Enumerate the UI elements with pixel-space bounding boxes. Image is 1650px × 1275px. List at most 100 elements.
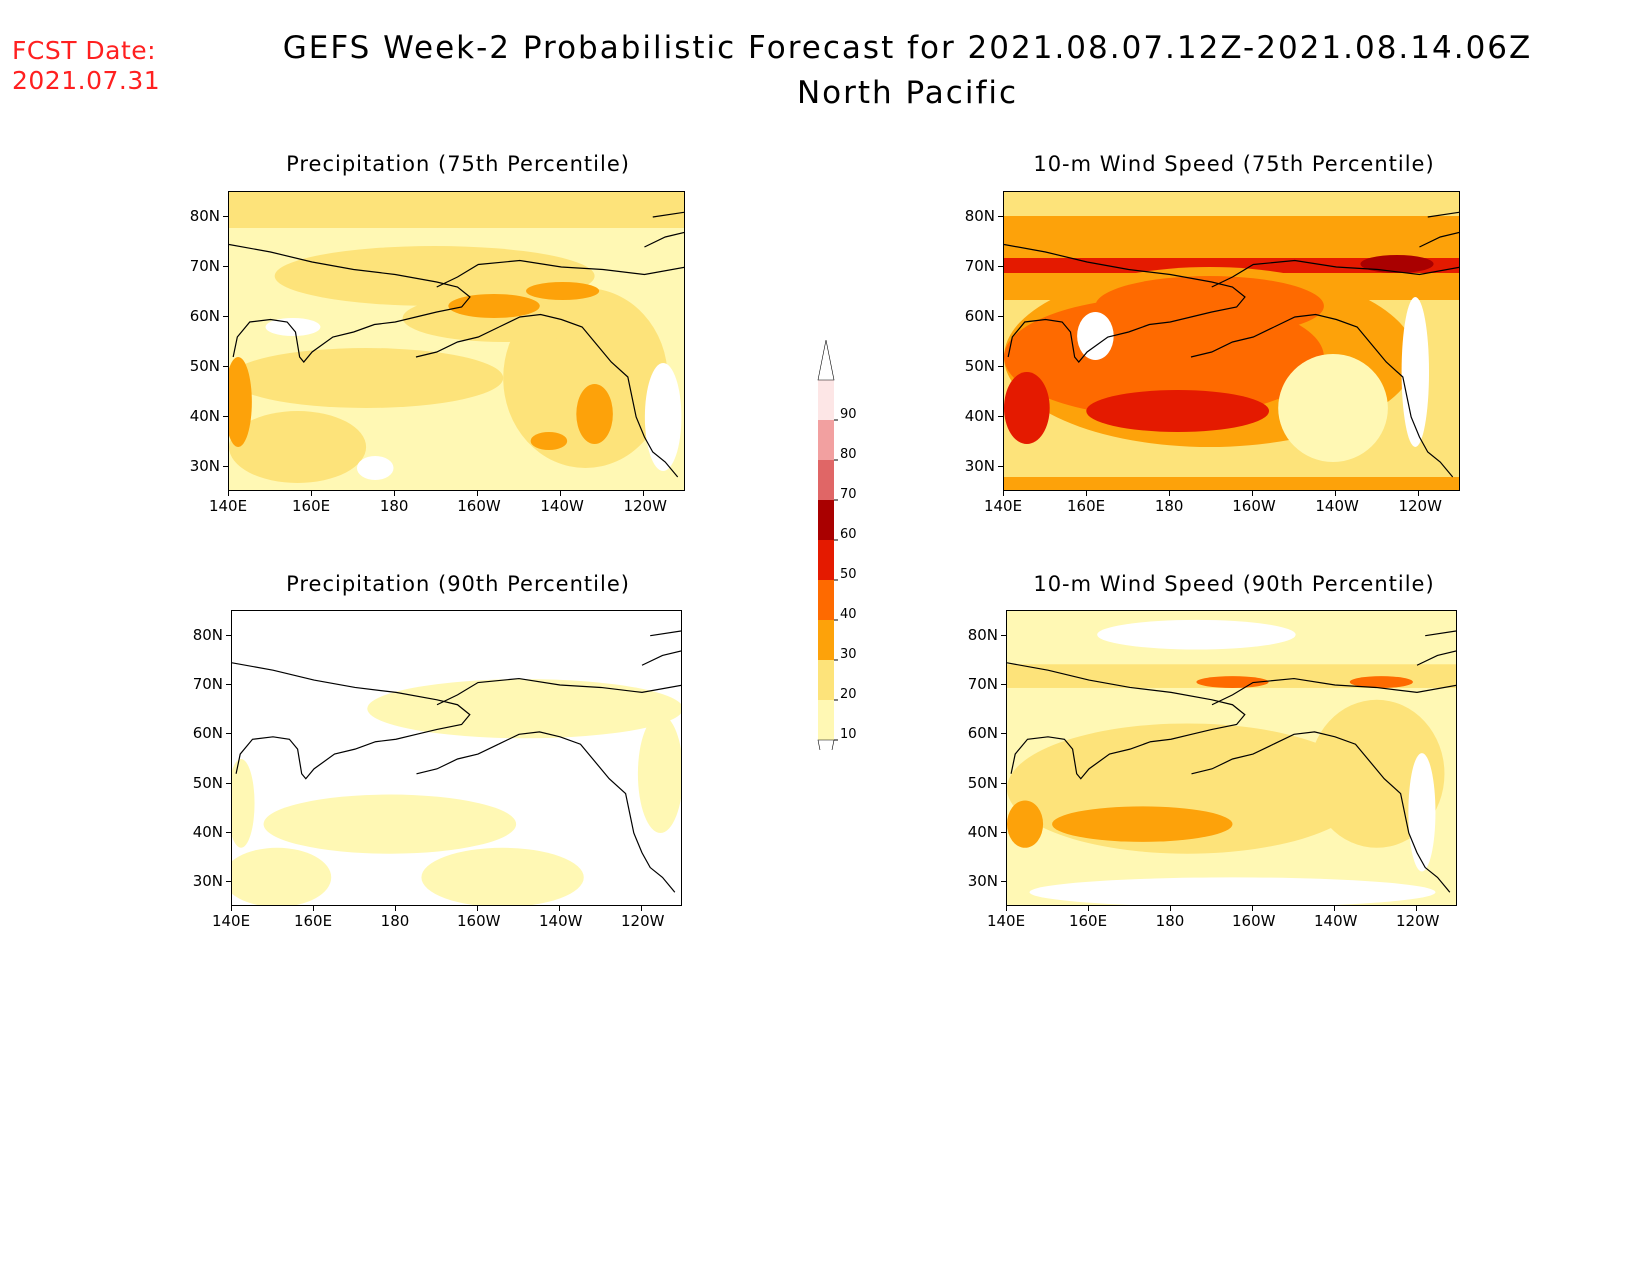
colorbar-top-arrow <box>817 339 835 381</box>
lon-tick-mark <box>394 491 396 496</box>
shade-20-30 <box>229 192 684 228</box>
lon-tick-mark <box>1418 491 1420 496</box>
lon-tick-mark <box>395 906 396 911</box>
lat-tick-label: 60N <box>964 307 995 325</box>
lon-tick-label: 180 <box>1155 912 1185 930</box>
colorbar-bottom-arrow <box>817 739 835 750</box>
region-title: North Pacific <box>796 75 1019 111</box>
precip90-map <box>231 610 682 906</box>
coastline <box>436 259 684 288</box>
colorbar-segment <box>818 500 834 540</box>
colorbar-level-label: 70 <box>840 487 857 502</box>
coastline <box>641 650 681 666</box>
lat-tick-mark <box>226 832 231 833</box>
figure-title: GEFS Week-2 Probabilistic Forecast for 2… <box>282 30 1533 66</box>
shade-40-50 <box>1095 276 1324 336</box>
colorbar-segment <box>818 420 834 460</box>
shade-below-10 <box>1077 312 1114 360</box>
coastline <box>436 677 681 706</box>
lat-tick-mark <box>1001 684 1006 685</box>
lat-tick-mark <box>998 216 1003 217</box>
shade-10-20 <box>421 847 584 905</box>
shade-60-70 <box>1360 255 1434 273</box>
lat-tick-label: 70N <box>189 257 220 275</box>
lon-tick-mark <box>1252 491 1254 496</box>
lat-tick-mark <box>226 782 231 784</box>
wind75-map <box>1003 191 1460 491</box>
coastline <box>232 662 471 780</box>
shade-below-10 <box>644 363 682 471</box>
lat-tick-mark <box>1001 832 1006 833</box>
precip75-map <box>228 191 685 491</box>
lon-tick-mark <box>231 906 232 911</box>
lon-tick-mark <box>643 491 645 496</box>
lat-tick-label: 40N <box>964 407 995 425</box>
coastline <box>1273 731 1451 893</box>
shade-50-60 <box>1004 258 1459 273</box>
lat-tick-mark <box>226 881 231 883</box>
lat-tick-label: 30N <box>967 872 998 891</box>
coastline <box>1191 743 1274 775</box>
lat-tick-mark <box>998 416 1003 417</box>
panel-title-precip90: Precipitation (90th Percentile) <box>286 572 630 596</box>
shaded-field <box>1007 611 1456 905</box>
shade-10-20 <box>232 847 332 905</box>
shade-40-50 <box>1196 676 1269 688</box>
shade-20-30 <box>1007 664 1456 688</box>
colorbar-level-label: 40 <box>840 607 857 622</box>
lat-tick-label: 80N <box>964 207 995 225</box>
lon-tick-mark <box>477 491 479 496</box>
lon-tick-label: 160E <box>1068 912 1108 930</box>
coastline <box>1211 677 1456 706</box>
colorbar-level-label: 10 <box>840 727 857 742</box>
lon-tick-mark <box>560 491 562 496</box>
colorbar-level-label: 90 <box>840 407 857 422</box>
shade-below-10 <box>1097 619 1296 650</box>
lon-tick-mark <box>641 906 642 911</box>
colorbar-segment <box>818 580 834 620</box>
lat-tick-mark <box>223 466 228 467</box>
lat-tick-mark <box>1001 782 1006 784</box>
lon-tick-mark <box>1086 491 1088 496</box>
colorbar-level-label: 20 <box>840 687 857 702</box>
lat-tick-label: 60N <box>967 724 998 743</box>
shade-50-60 <box>1086 390 1270 432</box>
lat-tick-label: 60N <box>189 307 220 325</box>
shade-below-10 <box>265 318 321 336</box>
lat-tick-label: 30N <box>189 457 220 475</box>
wind90-map <box>1006 610 1457 906</box>
lat-tick-label: 70N <box>967 675 998 693</box>
lon-tick-label: 180 <box>380 912 410 930</box>
lon-tick-label: 140W <box>1314 912 1358 930</box>
shade-20-30 <box>229 348 504 408</box>
shade-30-40 <box>448 294 540 318</box>
panel-title-wind75: 10-m Wind Speed (75th Percentile) <box>1033 152 1435 176</box>
fcst-date-value: 2021.07.31 <box>12 66 161 95</box>
shade-below-10 <box>1401 297 1430 447</box>
colorbar-level-label: 80 <box>840 447 857 462</box>
lat-tick-label: 80N <box>967 625 998 644</box>
shaded-field <box>232 611 681 905</box>
lon-tick-mark <box>228 491 229 496</box>
lon-tick-label: 140E <box>211 912 251 930</box>
lon-tick-mark <box>1003 491 1004 496</box>
lon-tick-label: 160W <box>457 497 501 515</box>
lon-tick-label: 160W <box>457 912 501 930</box>
shade-10-20 <box>232 759 255 848</box>
lon-tick-label: 140W <box>540 497 584 515</box>
lat-tick-mark <box>223 416 228 417</box>
lon-tick-mark <box>1334 906 1335 911</box>
shaded-field <box>1004 192 1459 490</box>
colorbar-segment <box>818 620 834 660</box>
coastline <box>1419 231 1459 248</box>
lat-tick-mark <box>998 266 1003 267</box>
coastline <box>1273 313 1454 478</box>
lon-tick-mark <box>313 906 314 911</box>
shade-10-20 <box>637 714 681 833</box>
shade-10-20 <box>263 794 517 854</box>
lon-tick-label: 160E <box>1067 497 1106 515</box>
lat-tick-label: 50N <box>964 357 995 375</box>
coastline <box>650 630 681 637</box>
shaded-field <box>229 192 684 490</box>
lon-tick-mark <box>477 906 478 911</box>
